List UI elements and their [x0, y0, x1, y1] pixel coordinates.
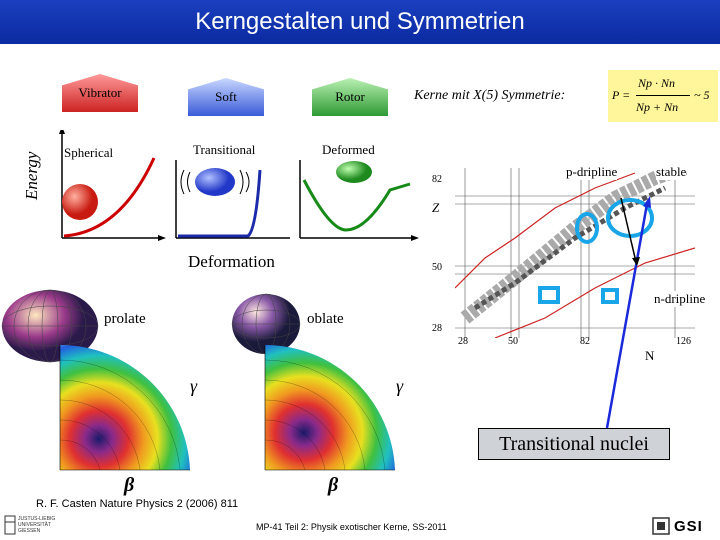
n-dripline-label: n-dripline: [654, 291, 706, 307]
transitional-potential: [175, 160, 290, 239]
oblate-shape: [231, 293, 301, 355]
right-gamma-label: γ: [396, 376, 404, 396]
reference: R. F. Casten Nature Physics 2 (2006) 811: [36, 498, 239, 510]
xtick-28: 28: [458, 336, 468, 347]
p-dripline-label: p-dripline: [566, 164, 618, 180]
deformed-potential: [299, 160, 419, 241]
xtick-82: 82: [580, 336, 590, 347]
soft-badge: Soft: [188, 78, 264, 116]
x5-formula: P = Np · Nn Np + Nn ~ 5: [608, 70, 718, 122]
vibrator-badge: Vibrator: [62, 74, 138, 112]
title-bar: [0, 0, 720, 44]
xtick-126: 126: [676, 336, 691, 347]
oblate-label: oblate: [307, 311, 344, 327]
rotor-badge: Rotor: [312, 78, 388, 116]
left-gamma-label: γ: [190, 376, 198, 396]
nuclear-chart: [455, 168, 695, 338]
deformed-label: Deformed: [322, 142, 375, 157]
energy-label: Energy: [22, 151, 41, 200]
ytick-28: 28: [432, 323, 442, 334]
footer-text: MP-41 Teil 2: Physik exotischer Kerne, S…: [256, 522, 447, 532]
right-contour-plot: [264, 345, 395, 471]
transitional-nuclei-box: Transitional nuclei: [478, 428, 670, 460]
deformation-label: Deformation: [188, 252, 275, 271]
spherical-potential: [59, 130, 166, 241]
left-beta-label: β: [124, 474, 135, 496]
potential-curves: [59, 130, 419, 241]
spherical-label: Spherical: [64, 145, 114, 160]
xtick-50: 50: [508, 336, 518, 347]
z-label: Z: [432, 200, 440, 215]
stable-label: stable: [656, 164, 687, 180]
x5-text: Kerne mit X(5) Symmetrie:: [414, 88, 566, 103]
left-contour-plot: [59, 345, 190, 471]
ytick-50: 50: [432, 262, 442, 273]
n-label: N: [645, 348, 655, 363]
slide-title: Kerngestalten und Symmetrien: [195, 8, 525, 35]
prolate-shape: [1, 289, 99, 363]
university-logo: JUSTUS-LIEBIG UNIVERSITÄT GIESSEN: [4, 514, 62, 536]
gsi-logo: GSI: [652, 516, 716, 536]
ytick-82: 82: [432, 174, 442, 185]
prolate-label: prolate: [104, 311, 146, 327]
right-beta-label: β: [328, 474, 339, 496]
transitional-label: Transitional: [193, 142, 256, 157]
